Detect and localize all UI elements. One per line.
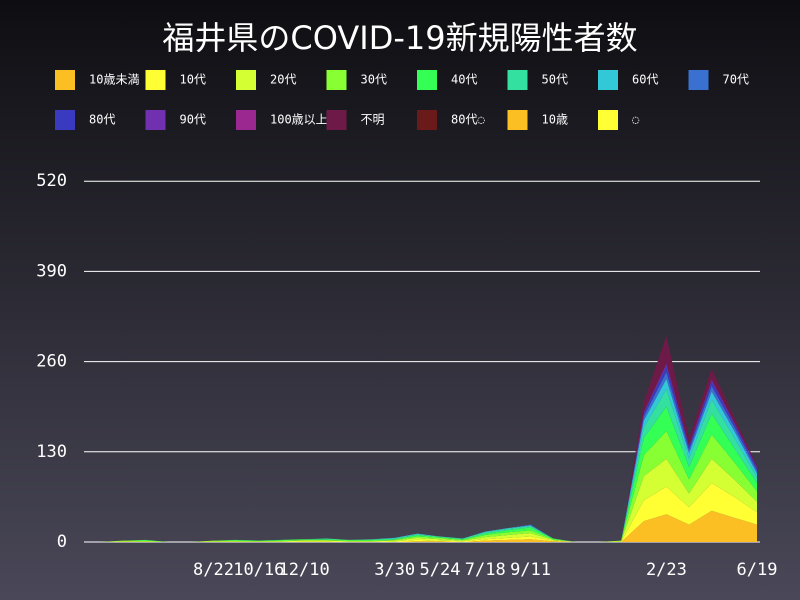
x-tick-label: 9/11 xyxy=(510,560,551,580)
legend-label: 不明 xyxy=(361,113,385,127)
x-tick-label: 8/22 xyxy=(193,560,234,580)
legend-label: 10歳 xyxy=(542,113,568,127)
legend-label: ◌ xyxy=(632,113,639,127)
legend-label: 100歳以上 xyxy=(270,113,328,127)
legend-swatch xyxy=(417,70,437,90)
legend-swatch xyxy=(507,110,528,130)
legend-label: 90代 xyxy=(180,113,206,127)
legend-label: 80代 xyxy=(89,113,115,127)
legend-label: 40代 xyxy=(451,73,477,87)
y-tick-label: 390 xyxy=(36,261,67,281)
legend-swatch xyxy=(145,110,166,130)
area xyxy=(55,510,757,542)
legend-swatch xyxy=(326,110,347,130)
legend-label: 70代 xyxy=(723,73,749,87)
legend-label: 10代 xyxy=(180,73,206,87)
y-tick-label: 0 xyxy=(57,532,67,552)
legend-swatch xyxy=(236,110,256,130)
legend-swatch xyxy=(145,70,166,90)
legend-swatch xyxy=(417,110,437,130)
x-tick-label: 6/19 xyxy=(737,560,778,580)
y-tick-label: 260 xyxy=(36,352,67,372)
legend-label: 20代 xyxy=(270,73,296,87)
x-tick-label: 10/16 xyxy=(233,560,284,580)
legend-swatch xyxy=(688,70,709,90)
x-tick-label: 2/23 xyxy=(646,560,687,580)
legend-swatch xyxy=(507,70,528,90)
legend-label: 30代 xyxy=(361,73,387,87)
x-tick-label: 12/10 xyxy=(279,560,330,580)
legend-label: 60代 xyxy=(632,73,658,87)
legend-label: 80代◌ xyxy=(451,113,485,127)
legend-label: 50代 xyxy=(542,73,568,87)
chart-title: 福井県のCOVID-19新規陽性者数 xyxy=(162,19,637,57)
legend-swatch xyxy=(598,70,618,90)
legend-swatch xyxy=(236,70,256,90)
legend-label: 10歳未満 xyxy=(89,73,139,87)
legend-swatch xyxy=(326,70,347,90)
x-tick-label: 7/18 xyxy=(465,560,506,580)
legend-swatch xyxy=(55,70,75,90)
y-tick-label: 520 xyxy=(36,171,67,191)
y-tick-label: 130 xyxy=(36,442,67,462)
legend-swatch xyxy=(598,110,618,130)
x-tick-label: 5/24 xyxy=(419,560,460,580)
legend-swatch xyxy=(55,110,75,130)
x-tick-label: 3/30 xyxy=(374,560,415,580)
